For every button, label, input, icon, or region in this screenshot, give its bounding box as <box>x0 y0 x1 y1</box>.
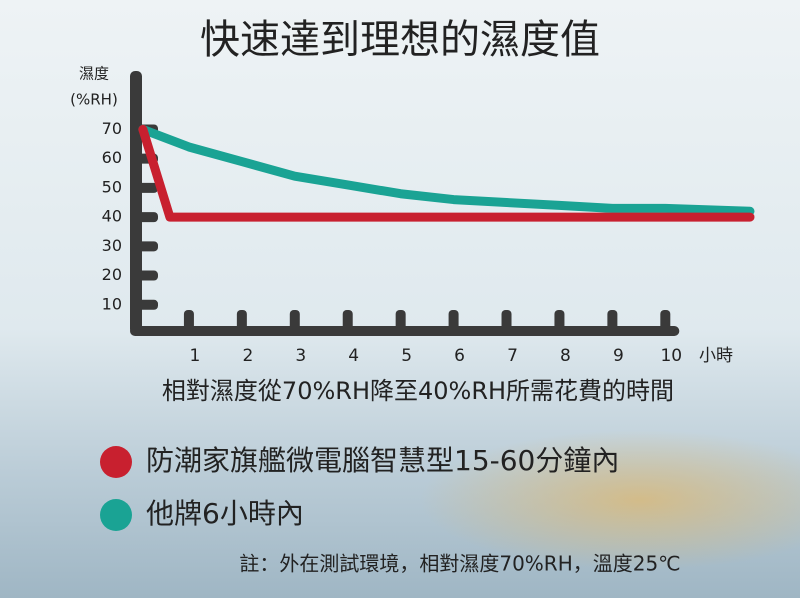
y-tick-label: 10 <box>102 294 122 313</box>
x-tick <box>289 310 300 334</box>
legend-label: 他牌6小時內 <box>146 497 304 530</box>
y-axis-label: 濕度 <box>79 65 109 83</box>
y-tick-label: 50 <box>102 177 122 196</box>
x-tick-label: 8 <box>560 346 571 366</box>
y-tick-label: 40 <box>102 207 122 226</box>
y-tick-label: 20 <box>102 265 122 284</box>
y-tick <box>136 212 158 223</box>
note: 註：外在測試環境，相對濕度70%RH，溫度25℃ <box>239 552 680 576</box>
x-tick-label: 1 <box>190 346 201 366</box>
data-line <box>138 124 755 216</box>
x-tick-label: 4 <box>348 346 359 366</box>
x-tick <box>607 310 618 334</box>
x-tick <box>395 310 406 334</box>
y-tick <box>136 241 158 252</box>
legend-marker <box>100 446 132 478</box>
x-tick <box>183 310 194 334</box>
y-tick <box>136 299 158 310</box>
x-tick <box>554 310 565 334</box>
x-tick-label: 7 <box>507 346 518 366</box>
x-axis-unit: 小時 <box>699 346 733 366</box>
y-axis-label: (%RH) <box>70 91 118 109</box>
data-line <box>138 124 755 222</box>
x-tick <box>448 310 459 334</box>
y-tick-label: 30 <box>102 236 122 255</box>
x-tick-label: 5 <box>401 346 412 366</box>
background-glow <box>420 430 800 570</box>
x-tick <box>236 310 247 334</box>
y-tick <box>136 182 158 193</box>
caption: 相對濕度從70%RH降至40%RH所需花費的時間 <box>162 377 674 405</box>
x-tick <box>660 310 671 334</box>
x-tick <box>501 310 512 334</box>
y-tick <box>136 270 158 281</box>
x-tick-label: 10 <box>660 346 682 366</box>
x-tick <box>342 310 353 334</box>
x-tick-label: 2 <box>242 346 253 366</box>
legend-marker <box>100 499 132 531</box>
y-axis <box>130 71 142 334</box>
y-tick-label: 60 <box>102 148 122 167</box>
legend-label: 防潮家旗艦微電腦智慧型15-60分鐘內 <box>146 444 619 477</box>
y-tick-label: 70 <box>102 119 122 138</box>
x-tick-label: 3 <box>295 346 306 366</box>
chart-title: 快速達到理想的濕度值 <box>200 17 600 63</box>
x-tick-label: 9 <box>613 346 624 366</box>
x-tick-label: 6 <box>454 346 465 366</box>
